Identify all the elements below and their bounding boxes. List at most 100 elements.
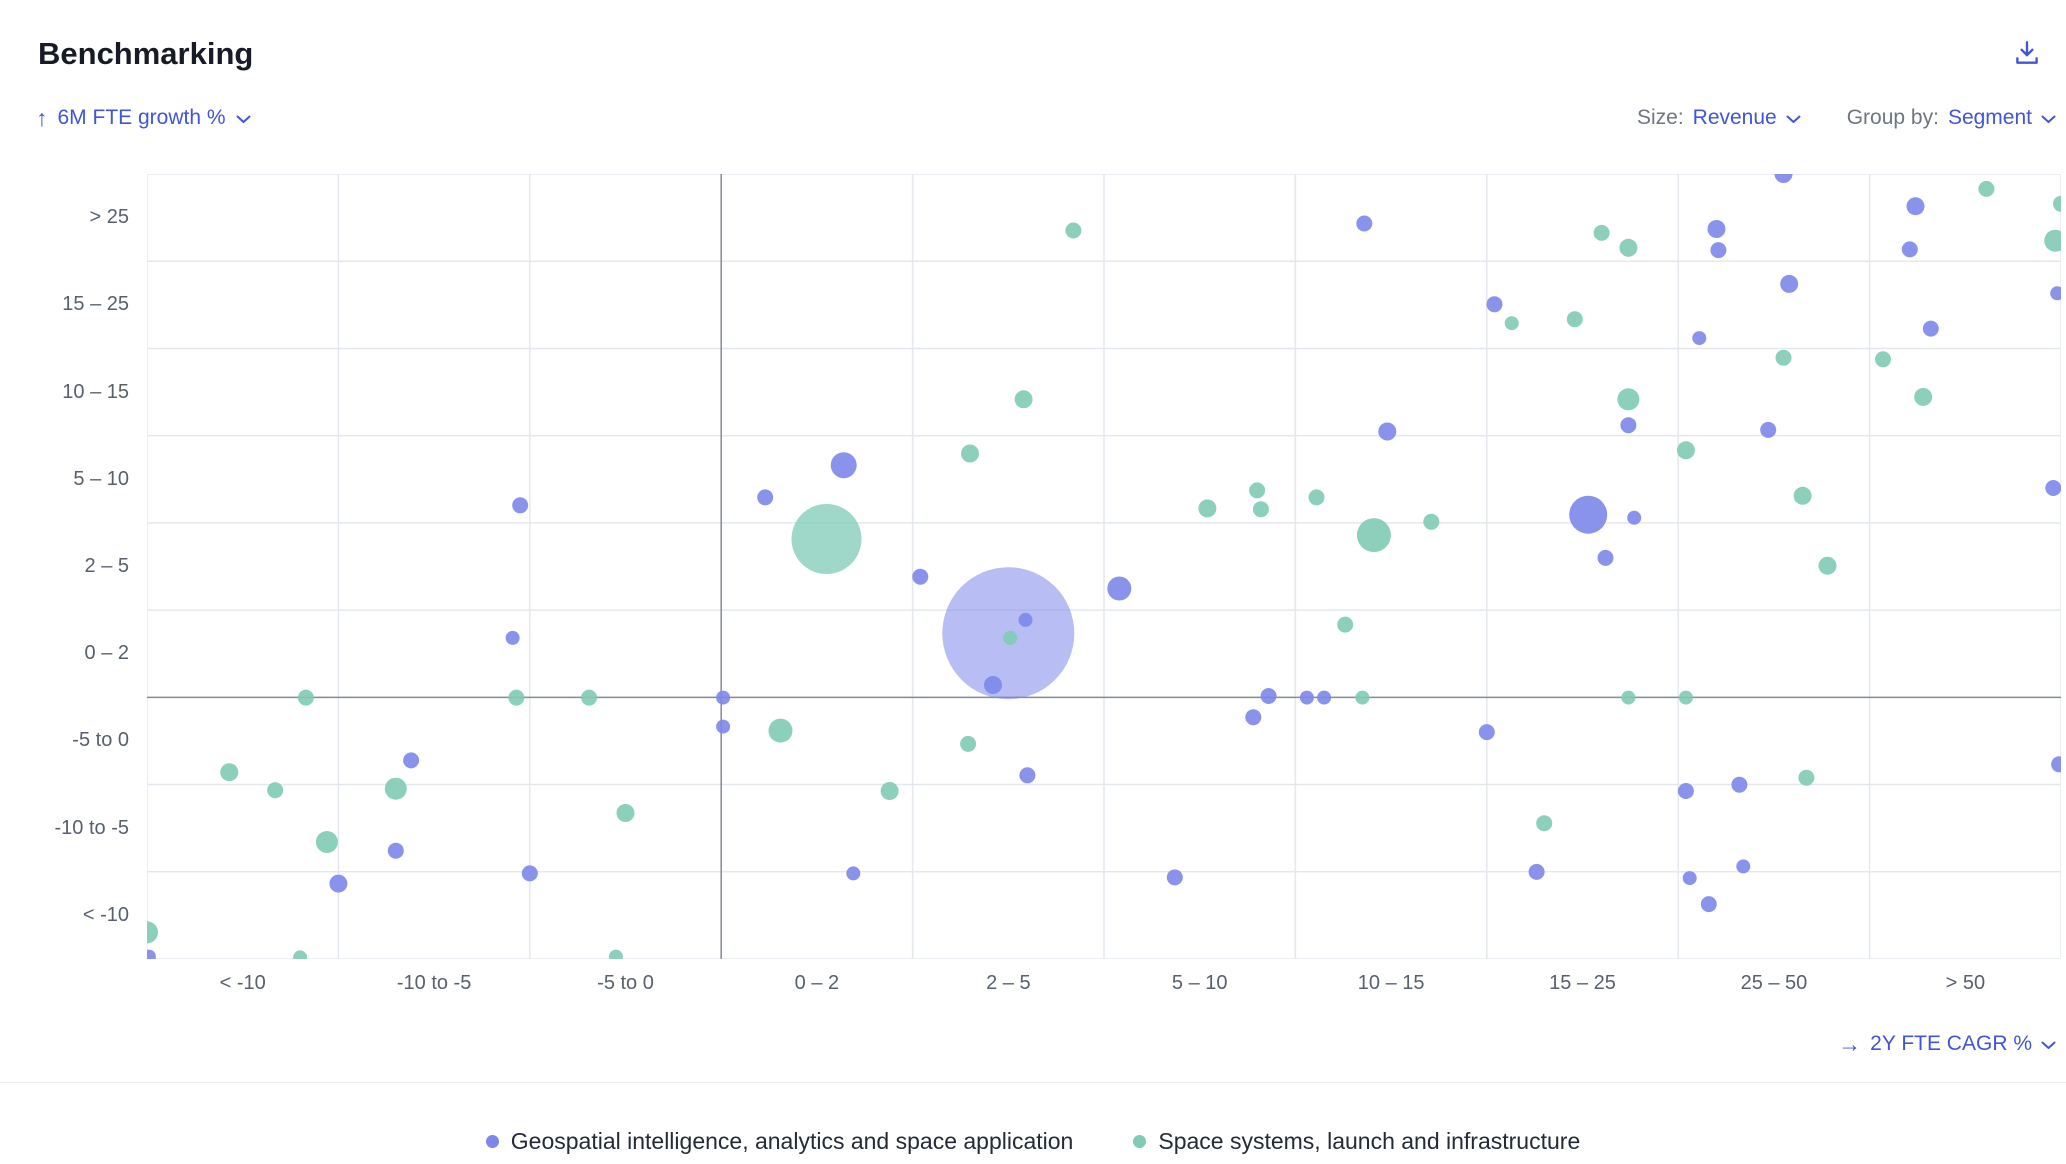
bubble[interactable] (1678, 690, 1693, 705)
bubble[interactable] (2051, 756, 2061, 773)
bubble[interactable] (1014, 390, 1033, 409)
bubble[interactable] (1065, 222, 1082, 239)
bubble[interactable] (960, 735, 977, 752)
bubble[interactable] (384, 777, 407, 800)
bubble[interactable] (1901, 241, 1918, 258)
bubble[interactable] (1621, 690, 1636, 705)
bubble[interactable] (1906, 197, 1925, 216)
group-by-selector[interactable]: Group by: Segment (1847, 106, 2056, 130)
bubble[interactable] (2045, 480, 2061, 496)
bubble[interactable] (1692, 331, 1707, 346)
x-axis-selector[interactable]: → 2Y FTE CAGR % (1838, 1032, 2056, 1056)
legend-item-geospatial[interactable]: Geospatial intelligence, analytics and s… (485, 1128, 1073, 1155)
bubble[interactable] (1682, 871, 1697, 886)
bubble[interactable] (961, 444, 979, 463)
bubble[interactable] (880, 782, 899, 800)
bubble[interactable] (768, 718, 793, 743)
bubble[interactable] (1731, 776, 1748, 793)
bubble[interactable] (1308, 489, 1325, 506)
bubble[interactable] (387, 842, 404, 859)
bubble[interactable] (1198, 499, 1217, 518)
bubble[interactable] (1299, 690, 1314, 705)
bubble[interactable] (830, 452, 857, 479)
bubble[interactable] (315, 831, 338, 853)
bubble[interactable] (716, 690, 731, 705)
bubble[interactable] (616, 804, 635, 822)
bubble[interactable] (1260, 688, 1277, 704)
bubble[interactable] (329, 874, 348, 893)
bubble[interactable] (508, 689, 525, 706)
bubble[interactable] (1107, 576, 1132, 601)
bubble[interactable] (1018, 612, 1033, 627)
bubble[interactable] (581, 689, 598, 706)
bubble[interactable] (757, 489, 774, 506)
bubble[interactable] (1249, 482, 1266, 499)
bubble[interactable] (1486, 296, 1503, 313)
bubble[interactable] (267, 782, 284, 799)
bubble[interactable] (1774, 174, 1793, 183)
bubble[interactable] (1620, 417, 1637, 434)
bubble[interactable] (1003, 630, 1018, 645)
bubble[interactable] (403, 752, 420, 769)
bubble[interactable] (1710, 242, 1727, 259)
bubble[interactable] (1356, 215, 1373, 232)
bubble[interactable] (1676, 441, 1695, 460)
bubble[interactable] (1423, 513, 1440, 530)
bubble[interactable] (1707, 220, 1726, 238)
bubble[interactable] (1337, 616, 1354, 633)
bubble[interactable] (1566, 311, 1583, 328)
bubble[interactable] (1619, 238, 1638, 257)
bubble[interactable] (1627, 510, 1642, 525)
bubble[interactable] (608, 949, 623, 959)
bubble[interactable] (1536, 815, 1553, 832)
bubble[interactable] (1478, 724, 1495, 741)
bubble[interactable] (1356, 518, 1391, 553)
bubble[interactable] (1378, 422, 1397, 441)
bubble[interactable] (846, 866, 861, 881)
bubble[interactable] (1736, 859, 1751, 874)
bubble[interactable] (984, 676, 1002, 694)
bubble[interactable] (1875, 351, 1891, 368)
bubble[interactable] (1780, 274, 1799, 293)
bubble[interactable] (220, 763, 239, 782)
bubble[interactable] (1793, 486, 1812, 505)
bubble[interactable] (512, 497, 529, 514)
bubble[interactable] (505, 630, 520, 645)
bubble[interactable] (1978, 180, 1995, 197)
bubble[interactable] (1597, 549, 1614, 566)
bubble[interactable] (1760, 421, 1777, 438)
bubble[interactable] (297, 689, 314, 706)
bubble[interactable] (912, 568, 929, 585)
bubble[interactable] (2050, 286, 2061, 301)
download-button[interactable] (2008, 34, 2046, 72)
bubble[interactable] (1528, 863, 1545, 880)
legend-item-space-systems[interactable]: Space systems, launch and infrastructure (1133, 1128, 1580, 1155)
y-axis-selector[interactable]: ↑ 6M FTE growth % (36, 106, 251, 130)
bubble[interactable] (1355, 690, 1370, 705)
bubble[interactable] (1569, 495, 1608, 534)
bubble[interactable] (1914, 387, 1933, 406)
bubble[interactable] (716, 719, 731, 734)
bubble[interactable] (1922, 320, 1939, 337)
bubble[interactable] (1166, 869, 1183, 886)
bubble[interactable] (1504, 316, 1519, 331)
bubble[interactable] (1775, 349, 1792, 366)
size-selector[interactable]: Size: Revenue (1637, 106, 1801, 130)
bubble[interactable] (1245, 709, 1262, 726)
bubble[interactable] (147, 921, 158, 944)
bubble[interactable] (1317, 690, 1332, 705)
bubble[interactable] (1252, 501, 1269, 518)
bubble[interactable] (2044, 229, 2061, 252)
bubble[interactable] (1700, 896, 1717, 913)
bubble[interactable] (521, 865, 538, 882)
bubble[interactable] (2053, 195, 2061, 212)
bubble[interactable] (1593, 224, 1610, 241)
bubble[interactable] (147, 949, 156, 959)
bubble[interactable] (1677, 783, 1694, 799)
bubble[interactable] (1019, 767, 1036, 784)
bubble[interactable] (1617, 388, 1640, 411)
bubble[interactable] (1798, 769, 1815, 786)
bubble[interactable] (791, 504, 862, 574)
bubble[interactable] (1818, 556, 1837, 575)
bubble[interactable] (293, 950, 308, 959)
